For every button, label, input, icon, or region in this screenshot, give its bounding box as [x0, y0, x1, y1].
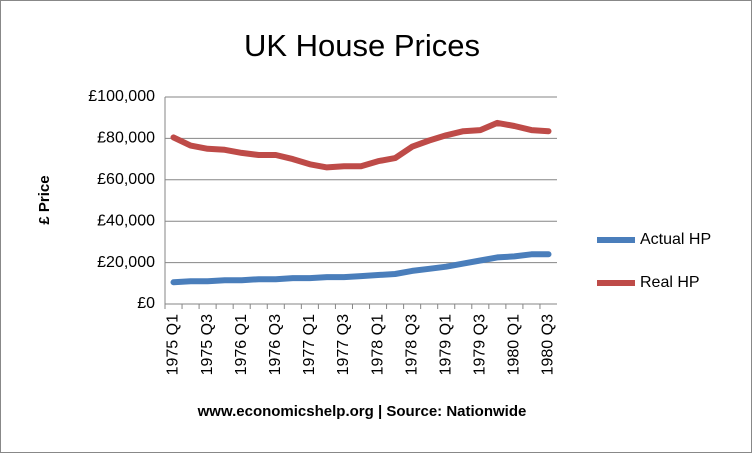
x-tick-label: 1975 Q3	[199, 314, 216, 375]
x-tick-label: 1978 Q3	[403, 314, 420, 375]
x-tick-label: 1976 Q3	[267, 314, 284, 375]
y-tick-label: £80,000	[97, 130, 155, 147]
x-tick-label: 1980 Q3	[540, 314, 557, 375]
x-tick-label: 1980 Q1	[506, 314, 523, 375]
chart-title: UK House Prices	[244, 28, 480, 63]
y-tick-label: £100,000	[88, 88, 155, 105]
legend-label: Real HP	[640, 274, 700, 291]
y-tick-label: £20,000	[97, 254, 155, 271]
series-line	[170, 119, 552, 171]
legend-label: Actual HP	[640, 231, 711, 248]
x-tick-label: 1978 Q1	[369, 314, 386, 375]
y-tick-label: £60,000	[97, 171, 155, 188]
y-axis-label: £ Price	[36, 175, 53, 224]
x-tick-label: 1977 Q1	[301, 314, 318, 375]
x-tick-label: 1975 Q1	[165, 314, 182, 375]
footer: www.economicshelp.org | Source: Nationwi…	[197, 403, 527, 420]
y-tick-label: £0	[137, 295, 155, 312]
x-tick-label: 1977 Q3	[335, 314, 352, 375]
series-line	[170, 251, 552, 286]
x-tick-label: 1979 Q3	[472, 314, 489, 375]
x-tick-label: 1979 Q1	[437, 314, 454, 375]
y-tick-label: £40,000	[97, 212, 155, 229]
x-tick-label: 1976 Q1	[233, 314, 250, 375]
